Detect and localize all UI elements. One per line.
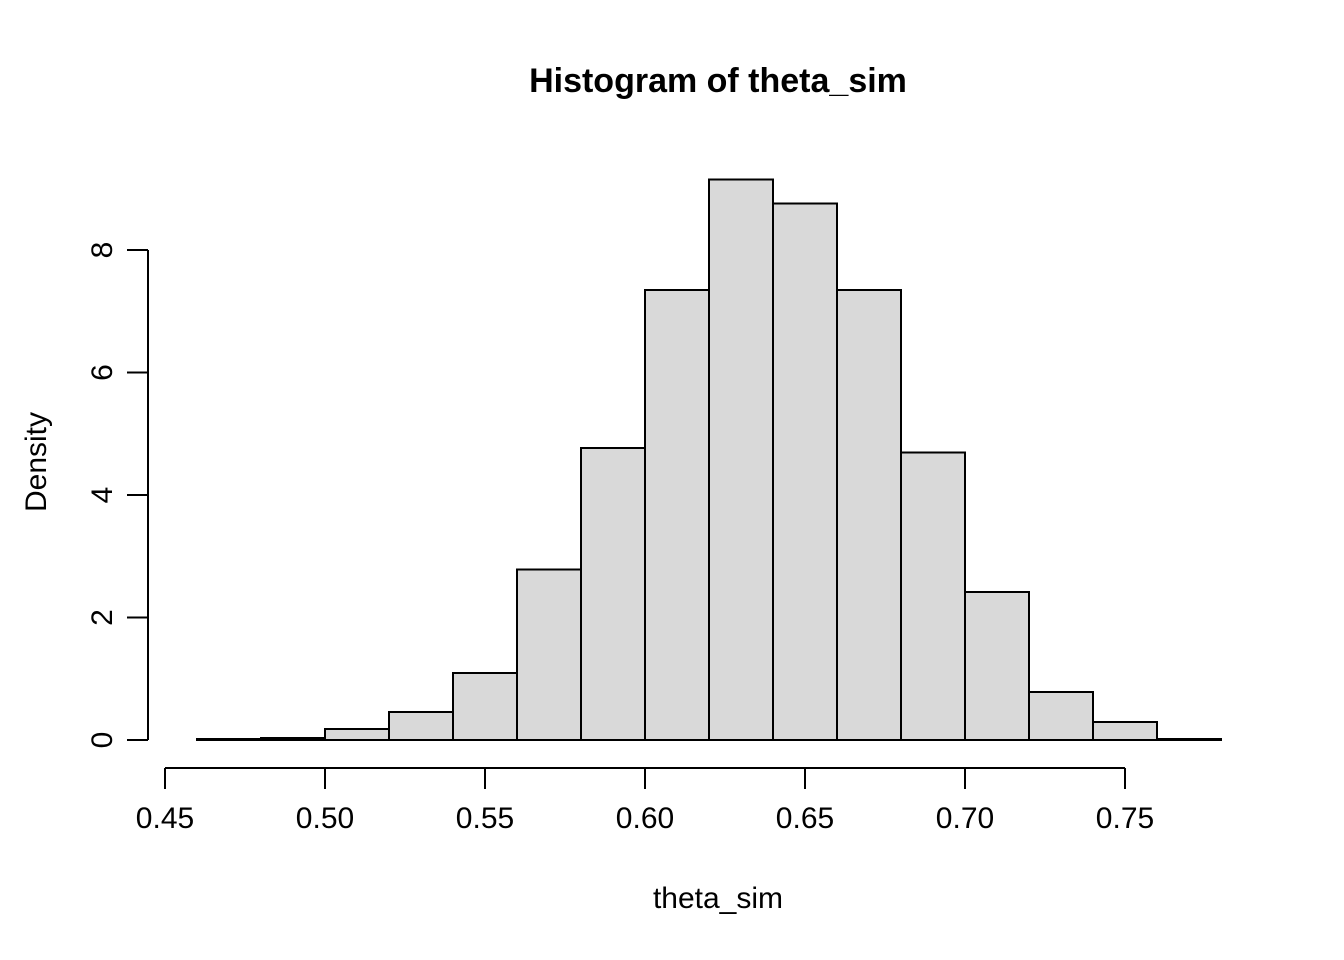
histogram-bar	[708, 178, 774, 742]
y-axis-tick-label: 6	[86, 364, 119, 381]
x-axis-tick-label: 0.70	[936, 802, 994, 835]
histogram-bar	[452, 672, 518, 742]
histogram-bar	[964, 590, 1030, 741]
histogram-bar	[1092, 721, 1158, 742]
y-axis-tick-label: 4	[86, 487, 119, 504]
x-axis-tick-label: 0.60	[616, 802, 674, 835]
y-axis-tick-label: 0	[86, 732, 119, 749]
histogram-bar	[1156, 737, 1222, 741]
histogram-bar	[388, 710, 454, 741]
histogram-bar	[1028, 691, 1094, 742]
histogram-bar	[324, 728, 390, 741]
histogram-bar	[900, 451, 966, 741]
x-axis-tick-label: 0.75	[1096, 802, 1154, 835]
histogram-bar	[260, 737, 326, 742]
x-axis-tick-label: 0.50	[296, 802, 354, 835]
y-axis-tick-label: 8	[86, 242, 119, 259]
histogram-bar	[196, 737, 262, 741]
histogram-bar	[644, 288, 710, 741]
histogram-bar	[772, 202, 838, 741]
y-axis-tick-label: 2	[86, 609, 119, 626]
histogram-bar	[836, 288, 902, 741]
x-axis-tick-label: 0.45	[136, 802, 194, 835]
x-axis-label: theta_sim	[652, 882, 784, 915]
chart-title: Histogram of theta_sim	[529, 62, 907, 100]
histogram-bar	[580, 446, 646, 741]
histogram-bar	[516, 568, 582, 742]
x-axis-tick-label: 0.55	[456, 802, 514, 835]
x-axis-tick-label: 0.65	[776, 802, 834, 835]
